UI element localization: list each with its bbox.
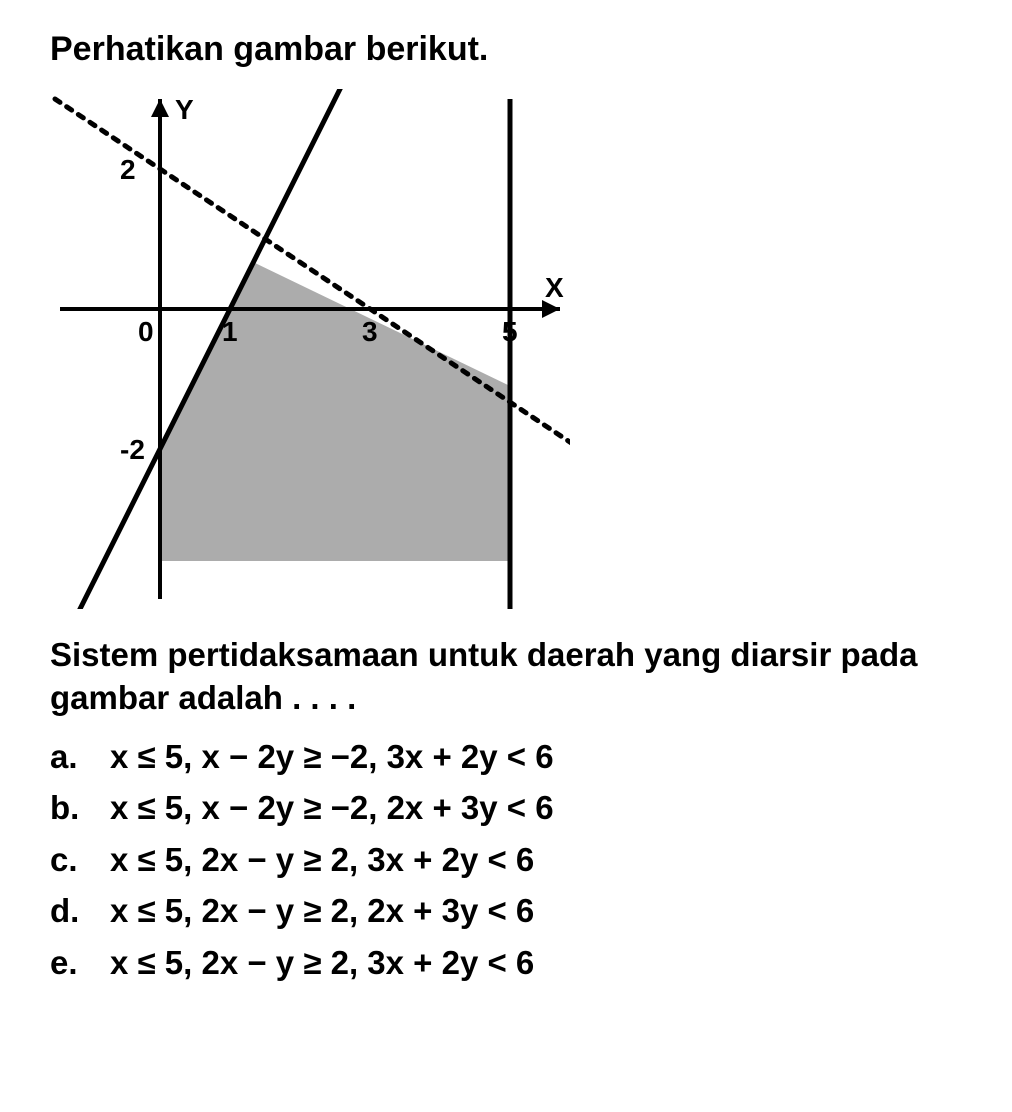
option-row: c.x ≤ 5, 2x − y ≥ 2, 3x + 2y < 6 [50, 835, 962, 885]
option-letter: b. [50, 783, 110, 833]
svg-text:1: 1 [222, 316, 238, 347]
coordinate-chart: X Y 0 1 3 5 2 -2 [50, 89, 570, 609]
question-text: Sistem pertidaksamaan untuk daerah yang … [50, 634, 962, 720]
option-row: d.x ≤ 5, 2x − y ≥ 2, 2x + 3y < 6 [50, 886, 962, 936]
option-row: b.x ≤ 5, x − 2y ≥ −2, 2x + 3y < 6 [50, 783, 962, 833]
option-letter: e. [50, 938, 110, 988]
option-text: x ≤ 5, 2x − y ≥ 2, 3x + 2y < 6 [110, 835, 962, 885]
option-row: a.x ≤ 5, x − 2y ≥ −2, 3x + 2y < 6 [50, 732, 962, 782]
option-text: x ≤ 5, 2x − y ≥ 2, 2x + 3y < 6 [110, 886, 962, 936]
svg-text:X: X [545, 272, 564, 303]
chart-svg: X Y 0 1 3 5 2 -2 [50, 89, 570, 609]
svg-text:Y: Y [175, 94, 194, 125]
question-title: Perhatikan gambar berikut. [50, 30, 962, 69]
options-list: a.x ≤ 5, x − 2y ≥ −2, 3x + 2y < 6b.x ≤ 5… [50, 732, 962, 988]
option-letter: c. [50, 835, 110, 885]
option-letter: d. [50, 886, 110, 936]
option-row: e.x ≤ 5, 2x − y ≥ 2, 3x + 2y < 6 [50, 938, 962, 988]
svg-text:-2: -2 [120, 434, 145, 465]
svg-text:3: 3 [362, 316, 378, 347]
option-letter: a. [50, 732, 110, 782]
option-text: x ≤ 5, x − 2y ≥ −2, 3x + 2y < 6 [110, 732, 962, 782]
option-text: x ≤ 5, x − 2y ≥ −2, 2x + 3y < 6 [110, 783, 962, 833]
svg-text:2: 2 [120, 154, 136, 185]
svg-text:0: 0 [138, 316, 154, 347]
svg-text:5: 5 [502, 316, 518, 347]
option-text: x ≤ 5, 2x − y ≥ 2, 3x + 2y < 6 [110, 938, 962, 988]
